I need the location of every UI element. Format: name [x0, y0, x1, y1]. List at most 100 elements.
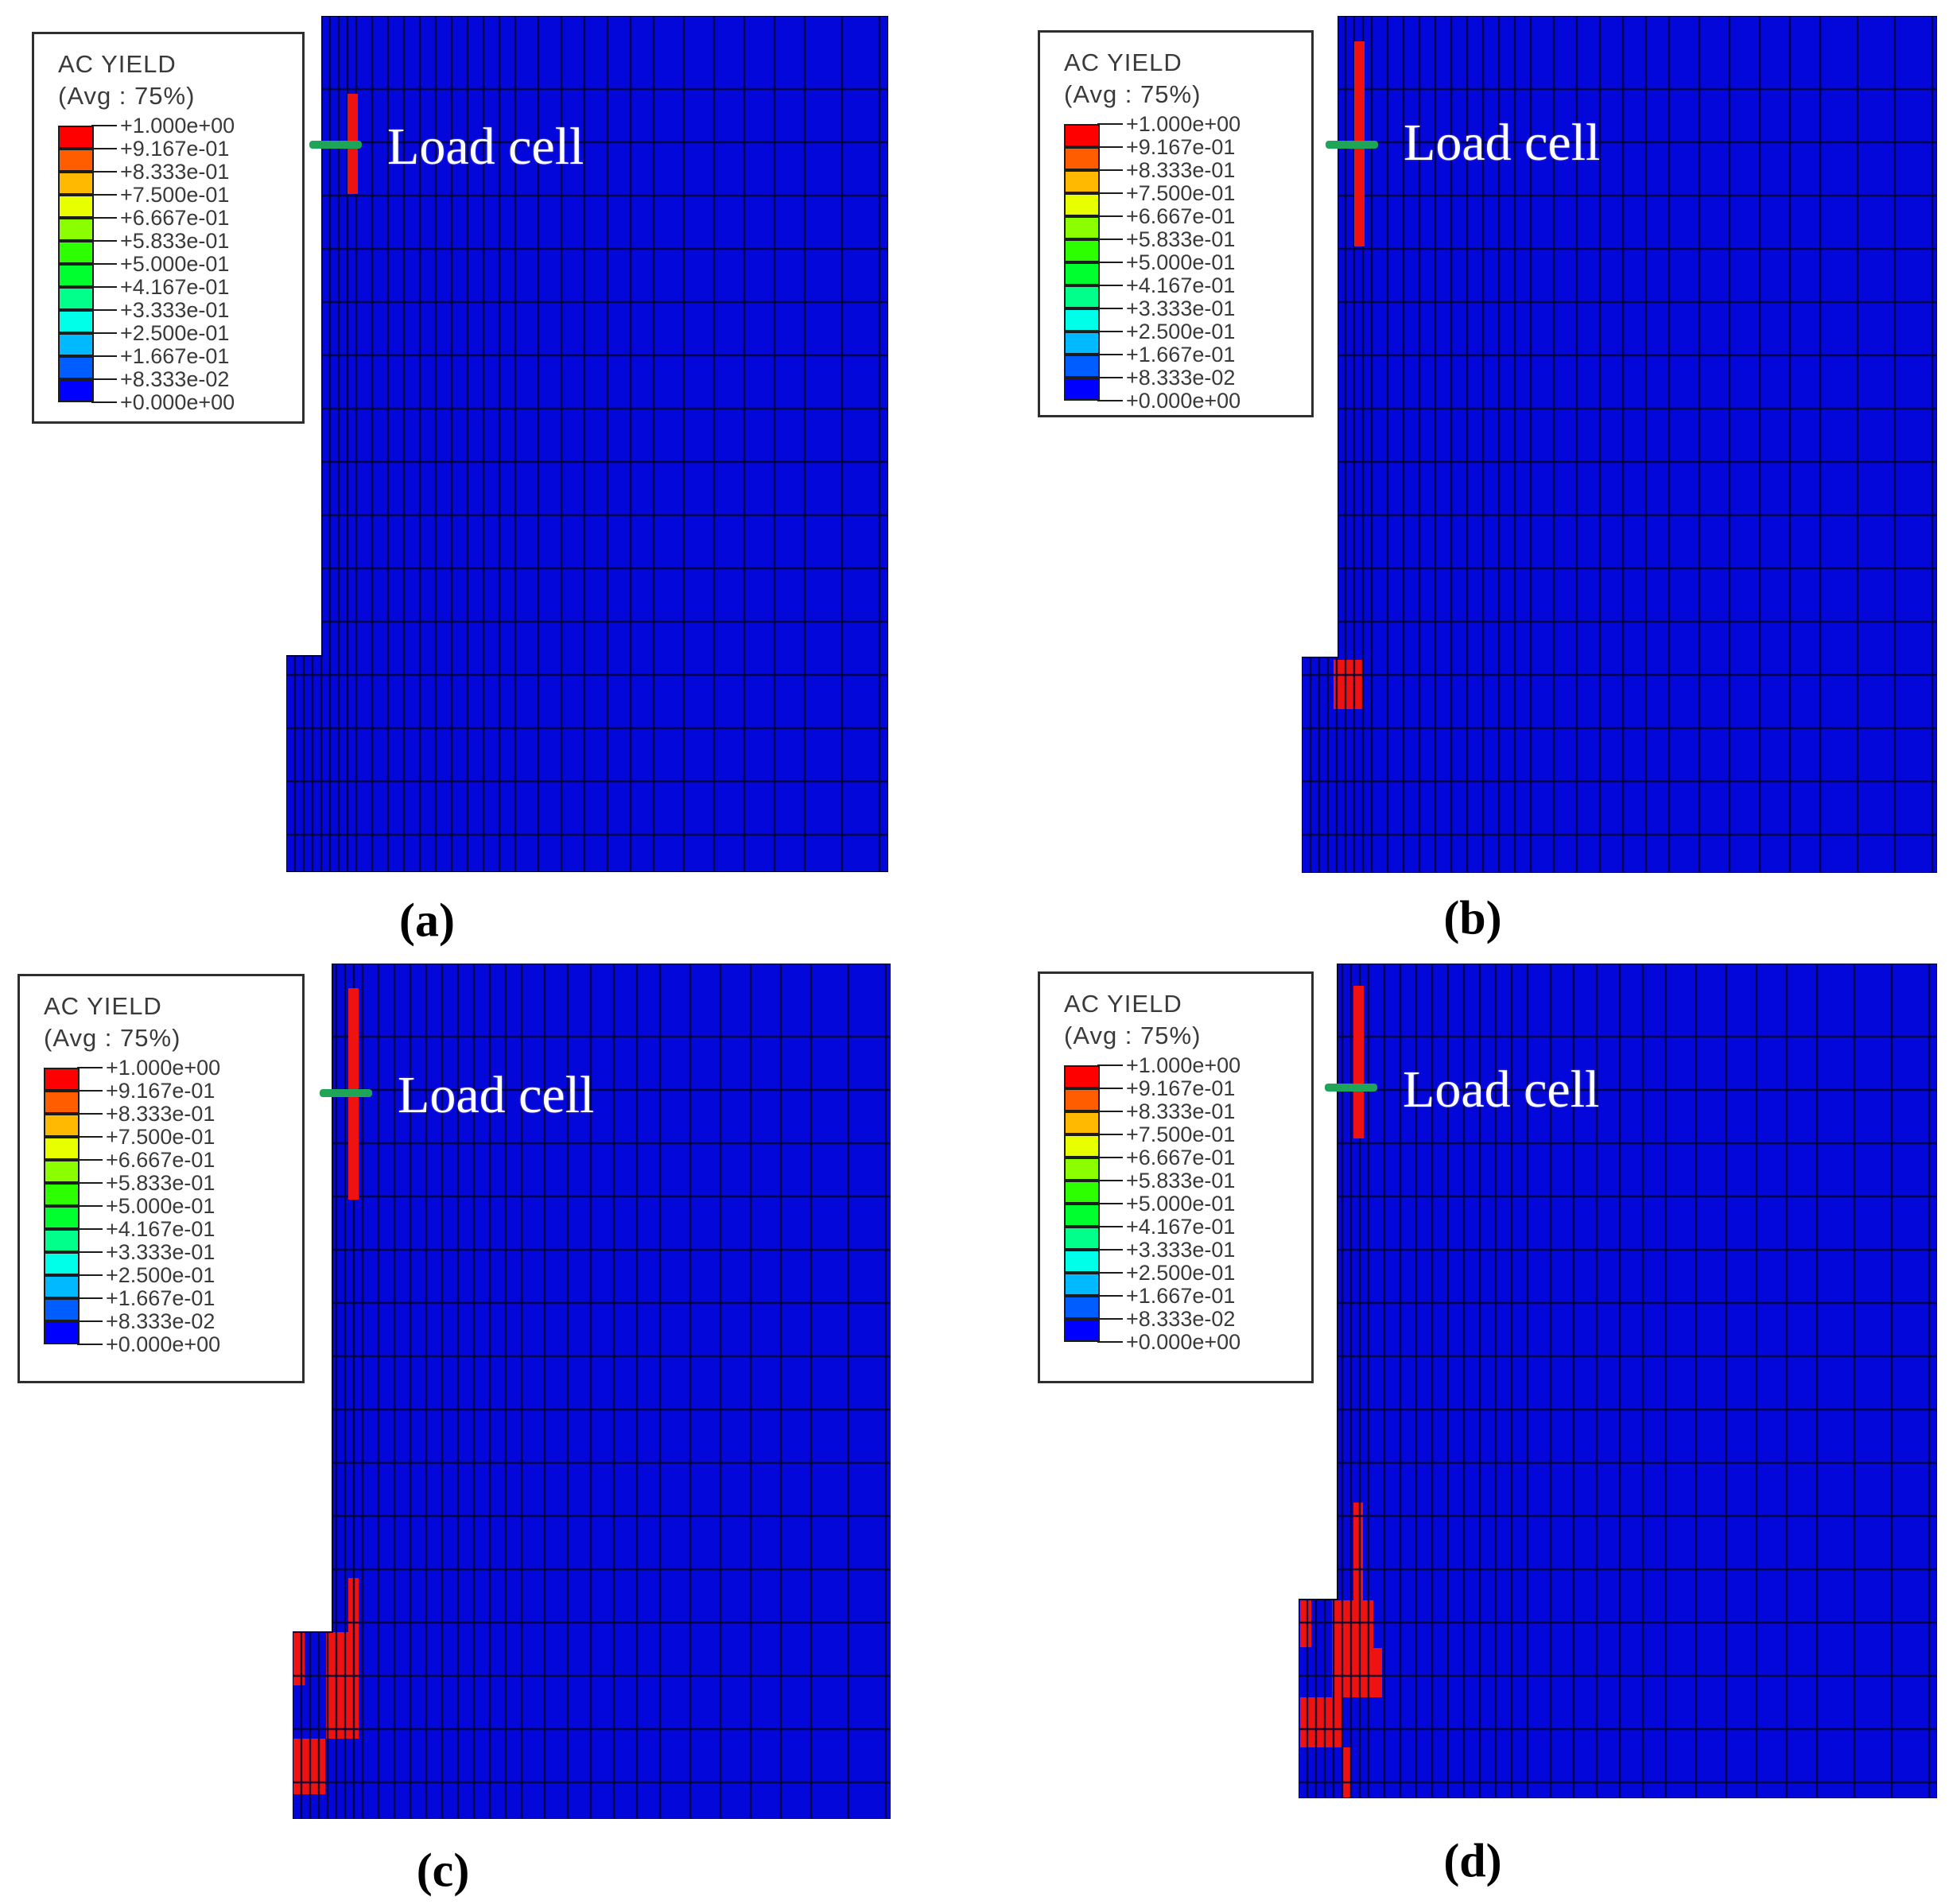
legend-tick-label: +1.667e-01 — [1126, 1284, 1236, 1308]
legend-tick-mark — [91, 332, 117, 334]
legend-color-swatch — [1064, 332, 1100, 355]
yielded-elements — [1332, 1648, 1382, 1697]
yielded-elements — [1353, 1503, 1363, 1600]
legend-tick-mark — [1097, 1180, 1123, 1181]
legend-color-swatch — [44, 1298, 80, 1321]
legend-tick-mark — [1097, 169, 1123, 171]
legend-tick-label: +1.667e-01 — [120, 344, 230, 368]
legend-tick-mark — [77, 1090, 103, 1092]
yielded-elements — [293, 1739, 325, 1794]
legend-tick-label: +1.667e-01 — [1126, 343, 1236, 366]
legend-subtitle: (Avg : 75%) — [58, 82, 196, 110]
legend-tick-mark — [77, 1113, 103, 1115]
legend-tick-label: +6.667e-01 — [1126, 1146, 1236, 1169]
legend-tick-mark — [1097, 377, 1123, 378]
legend-color-swatch — [1064, 378, 1100, 401]
panel-d: AC YIELD (Avg : 75%) +1.000e+00 +9.167e-01 +… — [976, 952, 1953, 1904]
load-cell-label: Load cell — [1403, 1061, 1600, 1119]
legend-subtitle: (Avg : 75%) — [44, 1024, 181, 1052]
legend-tick-mark — [1097, 262, 1123, 263]
legend-tick-mark — [77, 1274, 103, 1276]
legend-tick-mark — [1097, 146, 1123, 148]
legend-color-swatch — [1064, 193, 1100, 216]
legend-color-swatch — [1064, 147, 1100, 170]
legend-tick-label: +8.333e-02 — [120, 367, 230, 391]
legend-color-swatch — [44, 1252, 80, 1275]
legend-tick-label: +5.833e-01 — [1126, 1169, 1236, 1192]
fe-mesh — [1302, 16, 1937, 873]
legend-tick-mark — [91, 286, 117, 288]
panel-caption-a: (a) — [399, 894, 455, 947]
legend-tick-mark — [91, 125, 117, 126]
legend-tick-mark — [91, 240, 117, 242]
legend-color-swatch — [44, 1160, 80, 1183]
legend-color-swatch — [44, 1275, 80, 1298]
legend-color-swatch — [58, 264, 94, 287]
legend-tick-mark — [1097, 285, 1123, 286]
legend-tick-label: +7.500e-01 — [106, 1125, 215, 1149]
load-cell-marker — [1325, 1084, 1377, 1092]
legend-tick-mark — [1097, 192, 1123, 194]
legend-color-swatch — [58, 195, 94, 218]
legend-color-swatch — [1064, 170, 1100, 193]
legend-tick-mark — [77, 1205, 103, 1207]
legend-color-swatch — [1064, 1319, 1100, 1342]
legend-color-swatch — [1064, 1134, 1100, 1158]
legend-tick-mark — [77, 1182, 103, 1184]
legend-color-swatch — [58, 149, 94, 172]
legend-color-swatch — [1064, 1088, 1100, 1111]
legend-tick-label: +0.000e+00 — [1126, 389, 1241, 413]
mesh-body — [286, 16, 888, 872]
legend-tick-label: +4.167e-01 — [120, 275, 230, 299]
legend-tick-label: +1.667e-01 — [106, 1286, 215, 1310]
legend-title: AC YIELD — [1064, 990, 1182, 1018]
legend-tick-mark — [77, 1228, 103, 1230]
legend-tick-label: +2.500e-01 — [1126, 320, 1236, 343]
legend-color-swatch — [1064, 308, 1100, 332]
panel-caption-b: (b) — [1443, 891, 1502, 944]
legend-tick-label: +7.500e-01 — [1126, 1123, 1236, 1146]
legend-tick-label: +0.000e+00 — [106, 1332, 221, 1356]
legend-tick-label: +5.833e-01 — [120, 229, 230, 253]
legend-color-swatch — [58, 379, 94, 402]
legend-tick-label: +5.000e-01 — [106, 1194, 215, 1218]
legend-tick-label: +4.167e-01 — [1126, 1215, 1236, 1239]
legend-tick-mark — [1097, 1295, 1123, 1297]
legend-tick-label: +0.000e+00 — [120, 390, 235, 414]
legend-tick-label: +4.167e-01 — [1126, 273, 1236, 297]
legend-tick-label: +9.167e-01 — [1126, 1076, 1236, 1100]
legend-tick-mark — [1097, 215, 1123, 217]
legend-tick-mark — [77, 1344, 103, 1345]
legend-tick-label: +1.000e+00 — [106, 1056, 221, 1080]
legend-color-swatch — [58, 172, 94, 195]
legend-tick-mark — [77, 1136, 103, 1138]
legend-tick-label: +6.667e-01 — [106, 1148, 215, 1172]
legend-tick-label: +7.500e-01 — [120, 183, 230, 207]
legend-tick-mark — [91, 217, 117, 219]
load-cell-marker — [309, 141, 362, 149]
legend-color-swatch — [1064, 1296, 1100, 1319]
legend-tick-mark — [1097, 123, 1123, 125]
legend-tick-mark — [91, 401, 117, 403]
legend-color-swatch — [44, 1114, 80, 1137]
legend-tick-label: +8.333e-02 — [1126, 1307, 1236, 1331]
legend-color-swatch — [1064, 262, 1100, 285]
legend-color-swatch — [44, 1091, 80, 1114]
legend-tick-mark — [77, 1067, 103, 1068]
mesh-body — [1299, 964, 1937, 1798]
legend-color-swatch — [58, 126, 94, 149]
legend-tick-label: +3.333e-01 — [120, 298, 230, 322]
legend-color-swatch — [1064, 216, 1100, 239]
legend-tick-mark — [1097, 308, 1123, 309]
legend-tick-mark — [91, 378, 117, 380]
legend-tick-label: +5.000e-01 — [1126, 250, 1236, 274]
legend-color-swatch — [1064, 239, 1100, 262]
legend-color-swatch — [1064, 1204, 1100, 1227]
legend-tick-mark — [1097, 1088, 1123, 1089]
legend-subtitle: (Avg : 75%) — [1064, 1022, 1202, 1049]
legend-tick-mark — [1097, 1203, 1123, 1204]
legend-tick-mark — [77, 1251, 103, 1253]
legend-tick-mark — [1097, 1111, 1123, 1112]
legend-tick-label: +3.333e-01 — [106, 1240, 215, 1264]
legend-tick-mark — [91, 355, 117, 357]
